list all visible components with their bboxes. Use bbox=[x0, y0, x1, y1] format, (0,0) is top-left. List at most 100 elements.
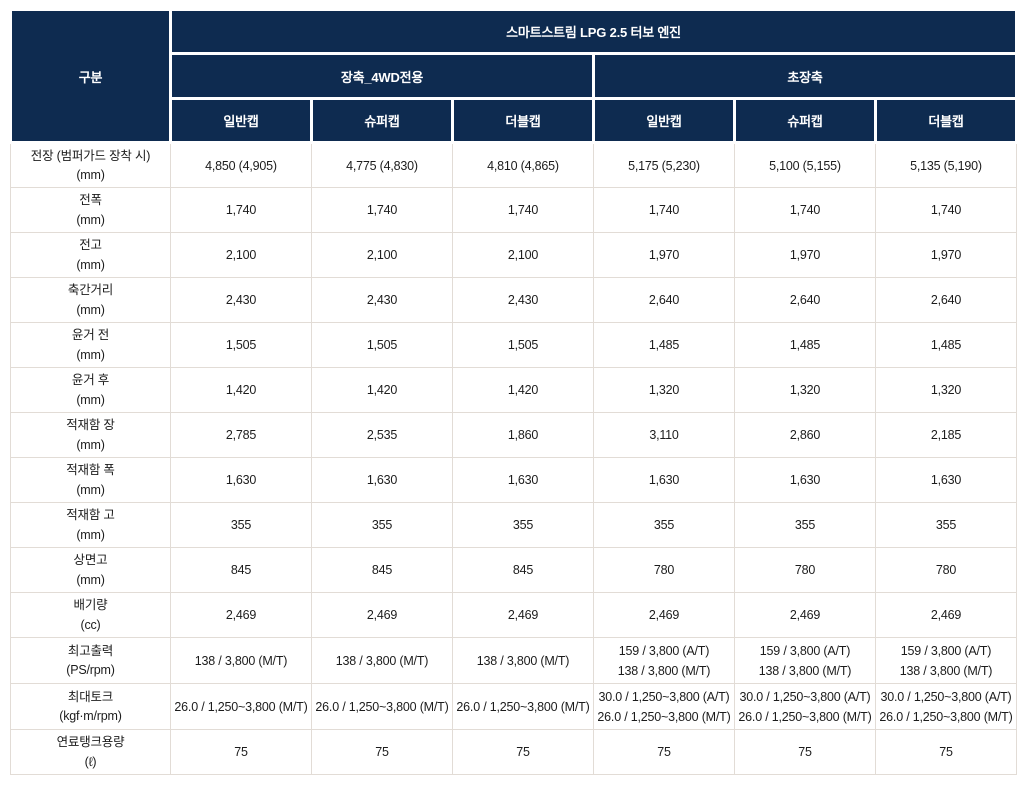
spec-value-cell: 1,740 bbox=[170, 187, 312, 233]
spec-value-cell: 355 bbox=[452, 502, 594, 548]
spec-value: 1,740 bbox=[366, 203, 398, 217]
spec-value-cell: 2,640 bbox=[875, 277, 1017, 323]
spec-value: 1,320 bbox=[930, 383, 962, 397]
spec-value: 2,785 bbox=[225, 428, 257, 442]
spec-row-header: 연료탱크용량 (ℓ) bbox=[10, 729, 171, 775]
spec-value-cell: 355 bbox=[593, 502, 735, 548]
spec-table-body: 전장 (범퍼가드 장착 시) (mm) 4,850 (4,905) 4,775 (4,… bbox=[10, 142, 1017, 775]
spec-value-cell: 1,505 bbox=[170, 322, 312, 368]
spec-value: 1,740 bbox=[648, 203, 680, 217]
spec-value-cell: 1,485 bbox=[875, 322, 1017, 368]
spec-row-label: 전고 bbox=[79, 238, 102, 253]
spec-value: 2,185 bbox=[930, 428, 962, 442]
spec-row: 윤거 전 (mm) 1,505 1,505 1,505 1,485 1,485 1,485 bbox=[10, 322, 1017, 368]
spec-value-cell: 26.0 / 1,250~3,800 (M/T) bbox=[170, 683, 312, 730]
spec-row-label: 윤거 전 bbox=[71, 328, 110, 343]
spec-value: 1,970 bbox=[789, 248, 821, 262]
spec-row-label: 적재함 장 bbox=[66, 418, 115, 433]
spec-value: 4,775 (4,830) bbox=[346, 158, 418, 173]
spec-value-cell: 780 bbox=[734, 547, 876, 593]
spec-row: 적재함 고 (mm) 355 355 355 355 355 355 bbox=[10, 502, 1017, 548]
spec-value: 5,135 (5,190) bbox=[910, 158, 982, 173]
spec-row-label: 최대토크 bbox=[67, 689, 114, 704]
spec-value: 2,430 bbox=[366, 293, 398, 307]
spec-value-cell: 2,535 bbox=[311, 412, 453, 458]
spec-value-cell: 1,630 bbox=[452, 457, 594, 503]
spec-value-cell: 845 bbox=[170, 547, 312, 593]
spec-row-label: 상면고 bbox=[73, 553, 108, 568]
spec-value: 1,630 bbox=[789, 473, 821, 487]
spec-value-cell: 1,740 bbox=[593, 187, 735, 233]
spec-value-cell: 4,850 (4,905) bbox=[170, 142, 312, 188]
spec-value: 1,505 bbox=[225, 338, 257, 352]
spec-row-label: 배기량 bbox=[73, 598, 108, 613]
spec-value: 355 bbox=[794, 518, 816, 532]
spec-value-cell: 1,630 bbox=[170, 457, 312, 503]
spec-value: 845 bbox=[371, 563, 393, 577]
spec-row: 적재함 폭 (mm) 1,630 1,630 1,630 1,630 1,630 1,630 bbox=[10, 457, 1017, 503]
spec-value: 845 bbox=[230, 563, 252, 577]
spec-value-cell: 845 bbox=[311, 547, 453, 593]
spec-value-cell: 2,469 bbox=[875, 592, 1017, 638]
spec-value: 26.0 / 1,250~3,800 (M/T) bbox=[456, 699, 590, 714]
spec-row-header: 축간거리 (mm) bbox=[10, 277, 171, 323]
spec-row-unit: (mm) bbox=[76, 572, 105, 587]
spec-row-unit: (mm) bbox=[76, 527, 105, 542]
spec-value-cell: 355 bbox=[170, 502, 312, 548]
spec-row-header: 적재함 고 (mm) bbox=[10, 502, 171, 548]
spec-value-cell: 30.0 / 1,250~3,800 (A/T) 26.0 / 1,250~3,… bbox=[734, 683, 876, 730]
spec-value: 1,970 bbox=[930, 248, 962, 262]
spec-value-cell: 138 / 3,800 (M/T) bbox=[170, 637, 312, 684]
spec-value: 2,535 bbox=[366, 428, 398, 442]
spec-value-cell: 1,320 bbox=[593, 367, 735, 413]
spec-value-cell: 1,740 bbox=[452, 187, 594, 233]
spec-value-cell: 1,420 bbox=[170, 367, 312, 413]
spec-row: 전폭 (mm) 1,740 1,740 1,740 1,740 1,740 1,740 bbox=[10, 187, 1017, 233]
spec-value-cell: 159 / 3,800 (A/T) 138 / 3,800 (M/T) bbox=[593, 637, 735, 684]
spec-value: 1,505 bbox=[507, 338, 539, 352]
spec-value: 2,469 bbox=[366, 608, 398, 622]
spec-value: 159 / 3,800 (A/T) 138 / 3,800 (M/T) bbox=[758, 643, 852, 678]
spec-value-cell: 5,100 (5,155) bbox=[734, 142, 876, 188]
spec-value: 2,640 bbox=[930, 293, 962, 307]
spec-value: 5,100 (5,155) bbox=[769, 158, 841, 173]
spec-row: 전장 (범퍼가드 장착 시) (mm) 4,850 (4,905) 4,775 (4,… bbox=[10, 142, 1017, 188]
spec-value-cell: 2,785 bbox=[170, 412, 312, 458]
spec-value: 355 bbox=[653, 518, 675, 532]
spec-row-header: 최대토크 (kgf·m/rpm) bbox=[10, 683, 171, 730]
spec-value-cell: 1,485 bbox=[593, 322, 735, 368]
spec-value: 1,420 bbox=[366, 383, 398, 397]
cab-header-standard-cab: 일반캡 bbox=[169, 97, 313, 144]
spec-value-cell: 2,860 bbox=[734, 412, 876, 458]
spec-value: 26.0 / 1,250~3,800 (M/T) bbox=[315, 699, 449, 714]
spec-row-label: 축간거리 bbox=[67, 283, 114, 298]
spec-row: 배기량 (cc) 2,469 2,469 2,469 2,469 2,469 2,469 bbox=[10, 592, 1017, 638]
spec-row: 최고출력 (PS/rpm) 138 / 3,800 (M/T) 138 / 3,800… bbox=[10, 637, 1017, 684]
spec-row-label: 적재함 고 bbox=[66, 508, 115, 523]
spec-value-cell: 780 bbox=[875, 547, 1017, 593]
spec-value: 1,970 bbox=[648, 248, 680, 262]
spec-value-cell: 1,420 bbox=[452, 367, 594, 413]
spec-value: 138 / 3,800 (M/T) bbox=[335, 653, 429, 668]
spec-value-cell: 1,970 bbox=[875, 232, 1017, 278]
spec-value: 780 bbox=[794, 563, 816, 577]
spec-row-unit: (mm) bbox=[76, 302, 105, 317]
spec-value-cell: 159 / 3,800 (A/T) 138 / 3,800 (M/T) bbox=[875, 637, 1017, 684]
spec-value: 138 / 3,800 (M/T) bbox=[476, 653, 570, 668]
spec-value-cell: 75 bbox=[170, 729, 312, 775]
spec-value: 1,740 bbox=[507, 203, 539, 217]
spec-value-cell: 2,469 bbox=[311, 592, 453, 638]
spec-value: 2,469 bbox=[648, 608, 680, 622]
spec-value: 1,630 bbox=[648, 473, 680, 487]
spec-value-cell: 138 / 3,800 (M/T) bbox=[311, 637, 453, 684]
spec-row-unit: (mm) bbox=[76, 482, 105, 497]
spec-value-cell: 138 / 3,800 (M/T) bbox=[452, 637, 594, 684]
spec-value-cell: 1,630 bbox=[311, 457, 453, 503]
cab-header-standard-cab: 일반캡 bbox=[592, 97, 736, 144]
spec-row-header: 윤거 후 (mm) bbox=[10, 367, 171, 413]
spec-value: 355 bbox=[935, 518, 957, 532]
spec-row-label: 적재함 폭 bbox=[66, 463, 115, 478]
spec-value: 2,100 bbox=[507, 248, 539, 262]
engine-header: 스마트스트림 LPG 2.5 터보 엔진 bbox=[169, 8, 1018, 55]
